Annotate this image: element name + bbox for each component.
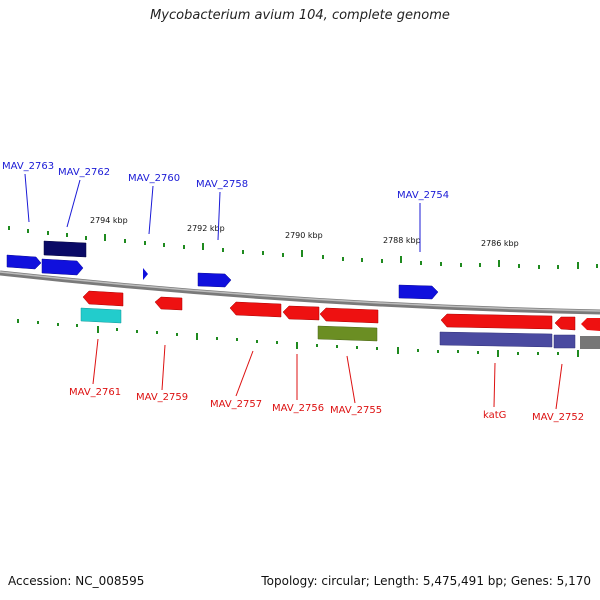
gene-arrow-mav-2762[interactable] [41,258,84,276]
forward-genes [6,240,439,300]
gene-arrow-mav-2761b[interactable] [80,307,122,324]
forward-leaders [24,173,421,252]
gene-arrow-edge-red[interactable] [581,318,600,331]
kbp-label: 2790 kbp [285,231,323,240]
gene-arrow-mav-2752[interactable] [553,334,576,349]
gene-label-mav-2761[interactable]: MAV_2761 [69,387,121,398]
reverse-leaders [92,338,563,410]
accession-text: Accession: NC_008595 [8,574,145,588]
genome-backbone [0,270,600,315]
gene-label-katg[interactable]: katG [483,410,506,421]
gene-label-mav-2758[interactable]: MAV_2758 [196,179,248,190]
map-title: Mycobacterium avium 104, complete genome [150,8,450,23]
gene-arrow-mav-2758[interactable] [197,272,232,288]
gene-label-mav-2757[interactable]: MAV_2757 [210,399,262,410]
genome-summary-text: Topology: circular; Length: 5,475,491 bp… [261,574,591,588]
gene-arrow-katg-red[interactable] [440,313,553,330]
gene-arrow-mav-2756[interactable] [282,305,320,321]
gene-arrow-mav-2755[interactable] [317,325,378,342]
gene-arrow-mav-2762-top[interactable] [43,240,87,258]
lower-tick-marks [17,319,579,357]
gene-label-mav-2752[interactable]: MAV_2752 [532,412,584,423]
gene-label-mav-2756[interactable]: MAV_2756 [272,403,324,414]
gene-arrow-mav-2763[interactable] [6,254,42,270]
gene-arrow-mav-2754[interactable] [398,284,439,300]
gene-label-mav-2755[interactable]: MAV_2755 [330,405,382,416]
gene-arrow-mav-2760[interactable] [143,268,148,280]
reverse-genes [80,290,600,349]
upper-tick-marks [8,226,598,269]
kbp-label: 2788 kbp [383,236,421,245]
gene-label-mav-2760[interactable]: MAV_2760 [128,173,180,184]
gene-label-mav-2759[interactable]: MAV_2759 [136,392,188,403]
gene-arrow-mav-2757[interactable] [229,301,282,318]
kbp-label: 2786 kbp [481,239,519,248]
gene-arrow-katg[interactable] [439,331,553,348]
gene-label-mav-2754[interactable]: MAV_2754 [397,190,449,201]
gene-label-mav-2762[interactable]: MAV_2762 [58,167,110,178]
kbp-label: 2792 kbp [187,224,225,233]
gene-arrow-mav-2752-red[interactable] [554,316,576,331]
kbp-label: 2794 kbp [90,216,128,225]
gene-arrow-mav-2761[interactable] [82,290,124,307]
gene-arrow-mav-2755-red[interactable] [319,307,379,324]
gene-arrow-edge-gray[interactable] [580,336,600,349]
gene-label-mav-2763[interactable]: MAV_2763 [2,161,54,172]
gene-arrow-mav-2759[interactable] [154,296,183,311]
